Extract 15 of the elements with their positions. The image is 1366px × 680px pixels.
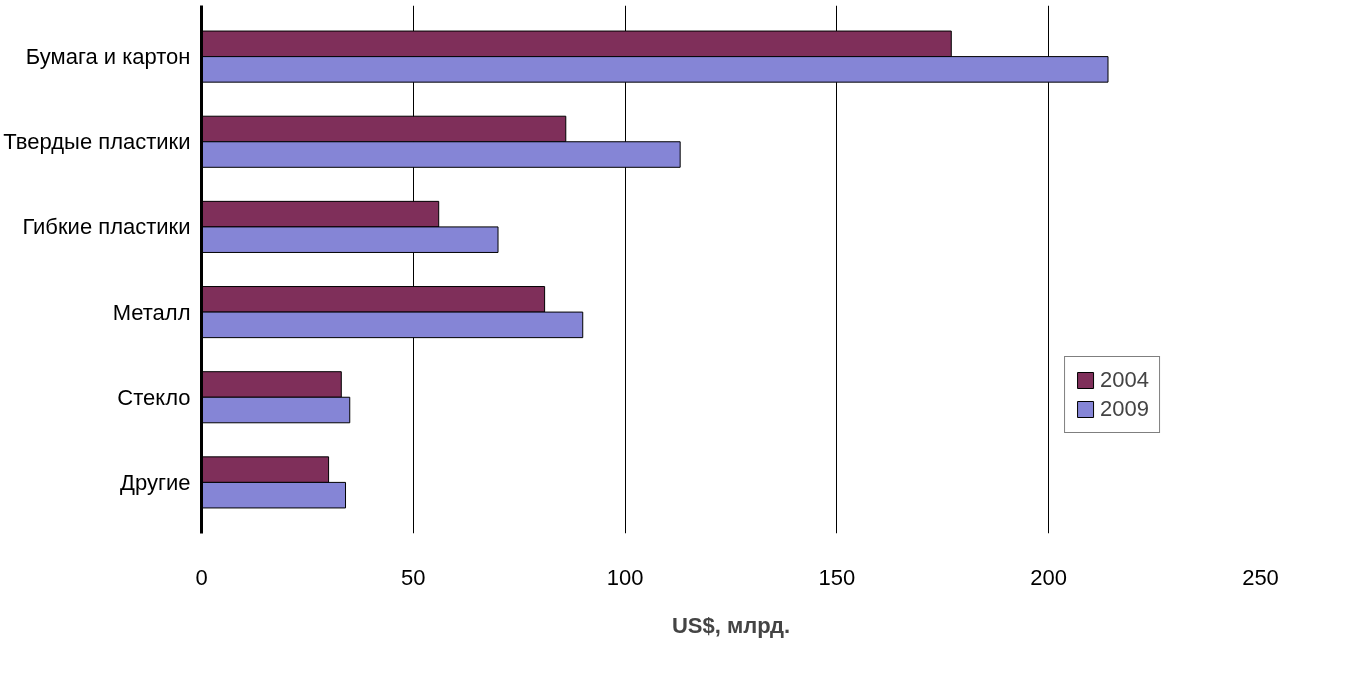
x-tick-label: 50 (401, 564, 426, 590)
y-tick-label: Твердые пластики (3, 129, 191, 155)
y-tick-label: Другие (120, 469, 191, 495)
x-tick-label: 100 (606, 564, 644, 590)
legend-label: 2009 (1100, 396, 1149, 422)
legend-label: 2004 (1100, 367, 1149, 393)
y-tick-label: Металл (112, 299, 191, 325)
y-tick-label: Стекло (117, 384, 191, 410)
y-tick-label: Бумага и картон (25, 44, 191, 70)
y-tick-label: Гибкие пластики (22, 214, 191, 240)
x-tick-label: 150 (818, 564, 856, 590)
x-axis-title: US$, млрд. (671, 612, 791, 638)
x-tick-label: 0 (195, 564, 208, 590)
x-tick-label: 250 (1242, 564, 1279, 590)
x-tick-label: 200 (1030, 564, 1068, 590)
